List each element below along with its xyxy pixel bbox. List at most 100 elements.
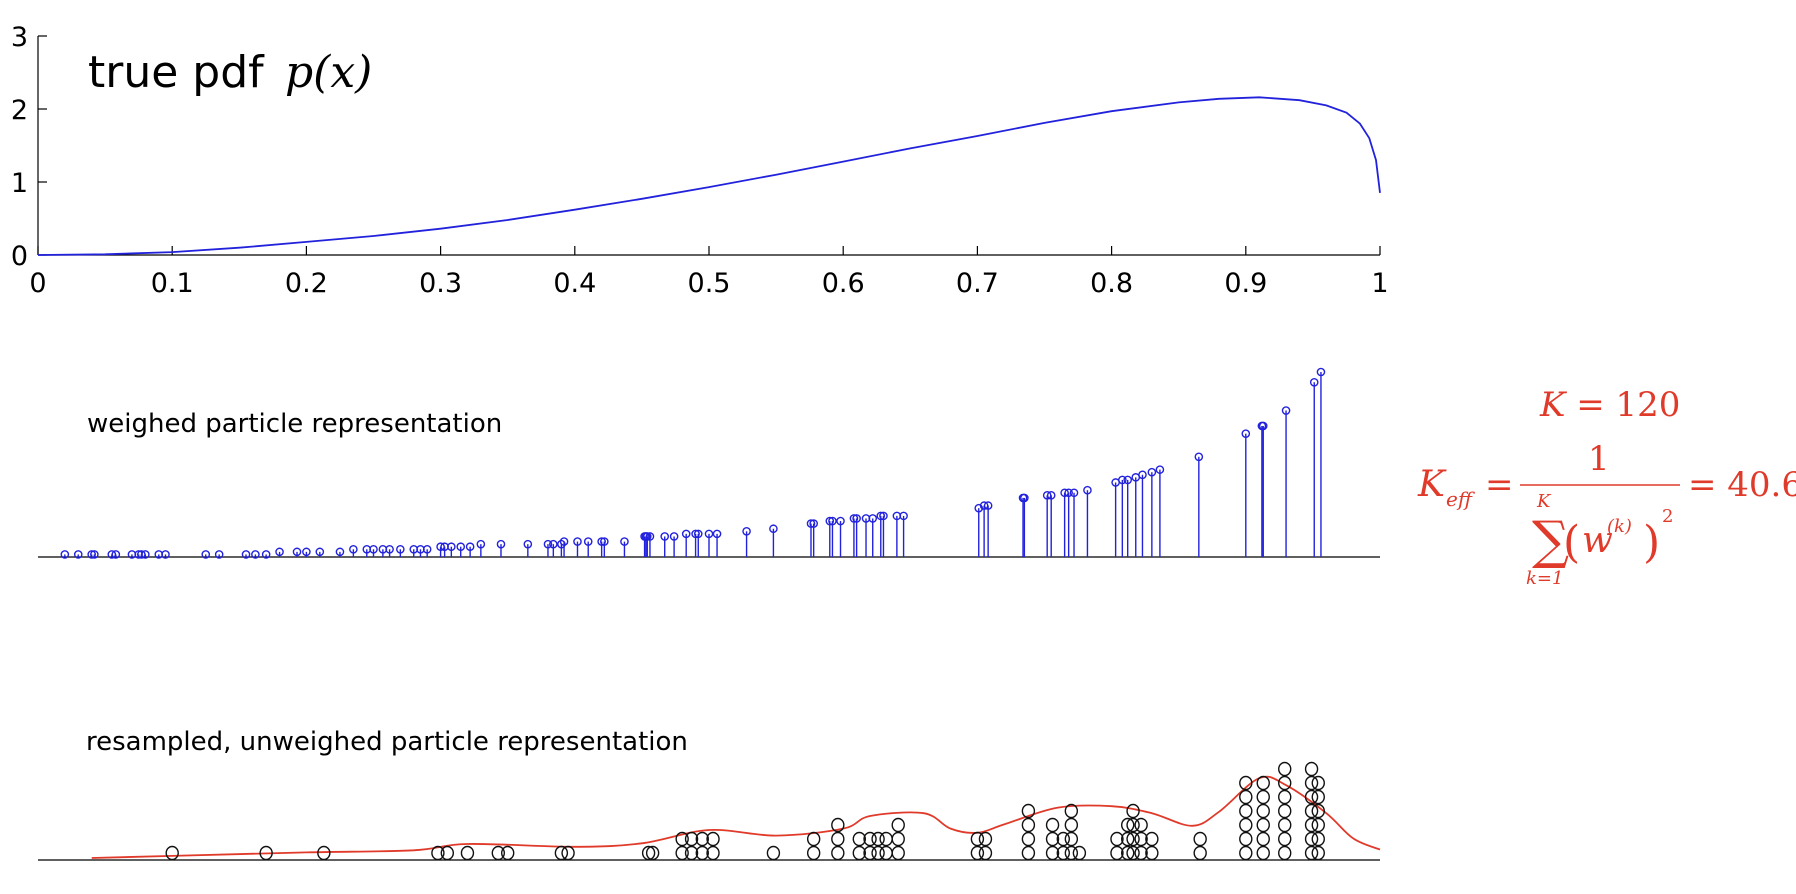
particle-head [523,539,533,549]
particle-head [712,529,722,539]
particle-head [669,532,679,541]
sum-upper-limit: K [1536,491,1552,512]
pdf-x-tick-label: 0.3 [419,268,462,299]
resampled-particle [1021,831,1036,847]
particle-head [241,550,251,559]
particle-head [1281,406,1291,415]
resampled-particle [1304,845,1319,861]
resampled-particle [871,845,885,861]
resampled-particle [1239,775,1253,791]
resampled-particle [806,831,821,847]
keff-formula: K = 120 K eff = 1 ∑ K k=1 ( w (k) ) 2 = … [1417,385,1796,589]
particle-head [809,519,818,528]
particle-head [1083,485,1092,495]
resampled-particle [1311,789,1325,805]
pdf-x-tick-label: 0.2 [285,268,328,299]
resampled-particle [831,831,845,847]
resampled-particle [1256,845,1270,861]
true-pdf-panel: 0 0.1 0.2 0.3 0.4 0.5 0.6 0.7 0.8 0.9 1 0 1 2 3 true … [11,22,1389,299]
resampled-particle [1110,831,1124,847]
particle-head [1241,429,1251,438]
resampled-particle [1064,845,1079,861]
resampled-particle [561,845,575,861]
resampled-particle [695,845,709,861]
pdf-x-tick-label: 0.7 [956,268,999,299]
resampled-particle [1304,817,1319,833]
particle-head [60,550,70,559]
particle-head [543,539,553,549]
resampled-particle [891,817,905,833]
pdf-y-tick-label: 3 [11,22,28,53]
particle-head [868,514,878,523]
resampled-particle [1256,789,1270,805]
resampled-particle [1045,831,1060,847]
resampled-particle [1304,775,1319,791]
particle-head [620,537,629,546]
resampled-particle [1134,845,1148,861]
resampled-particle [684,845,699,861]
particle-head [704,529,714,539]
resampled-particle [1256,817,1270,833]
resampled-particle [501,845,515,861]
resampled-particle [891,845,905,861]
pdf-title-math: p(x) [285,47,372,98]
resampled-particle [1193,845,1207,861]
resampled-particle [684,831,699,847]
resampled-density-curve [91,775,1381,859]
pdf-y-tick-label: 2 [11,95,28,126]
particle-head [261,550,271,559]
resampled-markers [165,761,1325,861]
particle-head [681,529,691,539]
particle-head [600,537,609,546]
resampled-particle [1134,817,1148,833]
particle-head [90,550,99,559]
particle-head [1123,475,1133,485]
resampled-particle [1121,831,1135,847]
resampled-particle [1278,831,1292,847]
particle-head [456,542,466,552]
resampled-particle [1126,845,1140,861]
particle-head [849,514,859,523]
k-line: K = 120 [1539,385,1680,425]
resampled-particle [1304,761,1319,777]
resampled-particle [1121,817,1135,833]
resampled-particle [1278,775,1292,791]
keff-symbol: K [1417,464,1447,505]
particle-head [691,529,700,539]
resampled-particle [879,845,893,861]
resampled-particle [675,831,689,847]
particle-head [496,539,506,549]
pdf-x-tick-label: 0.4 [553,268,596,299]
resampled-particle [645,845,660,861]
pdf-y-ticks: 0 1 2 3 [11,22,47,272]
particle-head [161,550,170,559]
resampled-particle [165,845,179,861]
particle-head [876,511,886,521]
resampled-particle [1239,803,1253,819]
pdf-x-tick-label: 0.6 [822,268,865,299]
particle-head [825,516,835,526]
sum-symbol: ∑ [1532,511,1569,571]
resampled-particle [1110,845,1124,861]
particle-head [583,537,593,546]
particle-head [73,550,83,559]
particle-head [742,527,751,536]
particle-head [302,547,311,557]
resampled-particle [554,845,569,861]
resampled-particle [863,845,877,861]
resampled-particle [978,845,993,861]
pdf-x-tick-label: 1 [1371,268,1388,299]
particle-head [806,519,816,528]
particle-head [201,550,211,559]
power-two: 2 [1662,506,1673,527]
resampled-particle [675,845,689,861]
particle-head [983,501,993,510]
particle-head [275,547,284,557]
particle-head [1118,475,1127,485]
particle-head [1316,367,1326,377]
particle-head [87,550,96,559]
resampled-particle [1256,831,1270,847]
pdf-title-text: true pdf [88,47,265,98]
resampled-particle [879,831,893,847]
